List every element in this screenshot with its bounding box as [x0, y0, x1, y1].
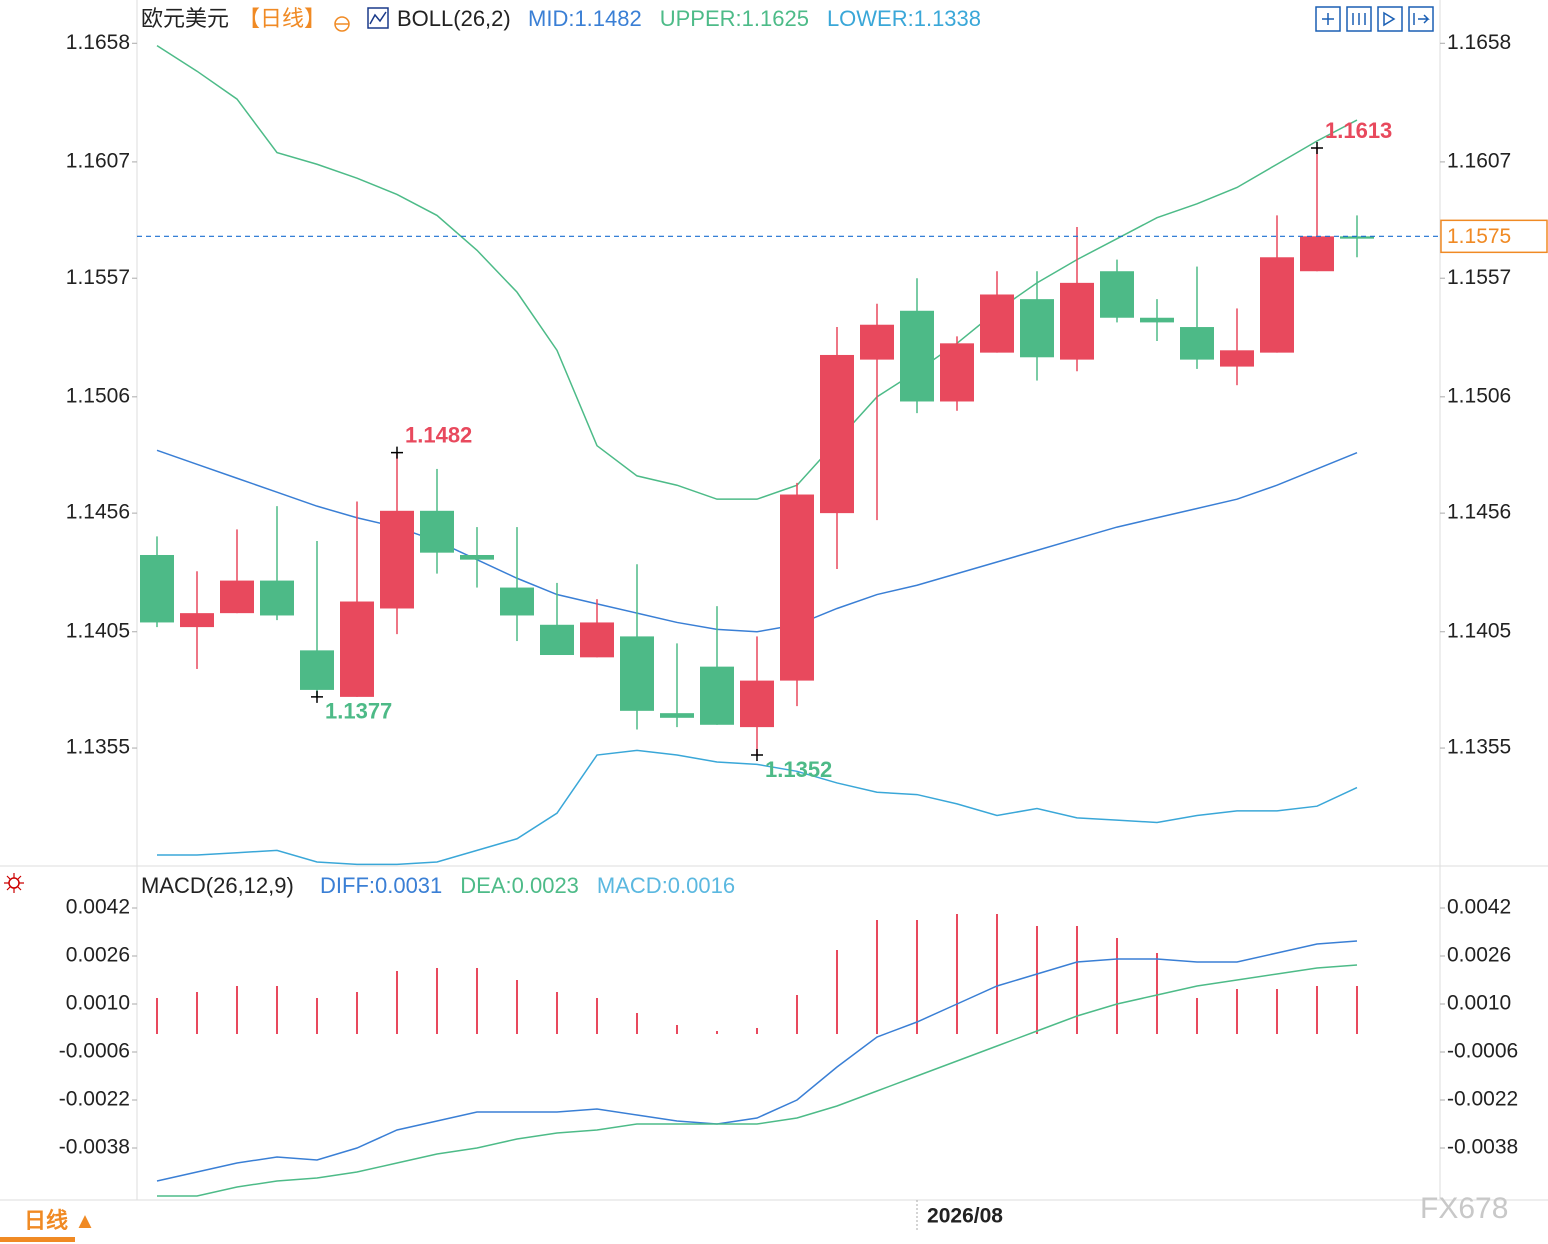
indicator: BOLL(26,2)	[397, 6, 511, 31]
candle-body	[500, 587, 534, 616]
y-tick-label: 1.1506	[66, 384, 130, 407]
candle-body	[300, 650, 334, 690]
candle-body	[420, 510, 454, 553]
y-tick-label: -0.0038	[59, 1136, 130, 1159]
candle-body	[700, 666, 734, 725]
y-tick-label: 1.1456	[66, 501, 130, 524]
candle-body	[940, 343, 974, 402]
candle-body	[460, 554, 494, 560]
y-tick-label: 1.1355	[66, 736, 130, 759]
extreme-marker	[1311, 141, 1323, 154]
y-tick-label-right: 0.0042	[1447, 896, 1511, 919]
candle-body	[1300, 236, 1334, 272]
boll-line	[156, 44, 1358, 500]
candle-body	[660, 713, 694, 718]
y-tick-label: 1.1658	[66, 31, 130, 54]
macd-line	[156, 940, 1358, 1182]
macd-indicator: MACD(26,12,9)	[141, 873, 294, 898]
y-tick-label: 1.1607	[66, 149, 130, 172]
y-tick-label-right: 0.0010	[1447, 992, 1511, 1015]
y-tick-label: 0.0026	[66, 944, 130, 967]
candle-body	[1100, 271, 1134, 318]
candle-body	[1340, 236, 1374, 239]
candle-body	[820, 354, 854, 514]
legend-entry: MID:1.1482	[528, 6, 642, 31]
candle-body	[140, 554, 174, 623]
legend-entry: LOWER:1.1338	[827, 6, 981, 31]
period: 【日线】	[238, 6, 326, 31]
boll-line	[157, 749, 1358, 866]
watermark: FX678	[1420, 1192, 1508, 1225]
candle-body	[860, 324, 894, 360]
y-tick-label-right: 1.1405	[1447, 619, 1511, 642]
y-tick-label: -0.0022	[59, 1088, 130, 1111]
last-price-label: 1.1575	[1447, 225, 1511, 248]
legend-entry: UPPER:1.1625	[660, 6, 809, 31]
x-tick-label: 2026/08	[927, 1205, 1003, 1228]
legend-entry: DIFF:0.0031	[320, 873, 442, 898]
y-tick-label-right: 1.1557	[1447, 266, 1511, 289]
candle-body	[220, 580, 254, 614]
tool-button[interactable]	[1315, 6, 1341, 32]
candle-body	[260, 580, 294, 616]
toolbar	[1315, 6, 1434, 32]
extreme-label: 1.1613	[1325, 118, 1392, 143]
candle-body	[380, 510, 414, 609]
candle-body	[620, 636, 654, 711]
y-tick-label-right: 1.1607	[1447, 149, 1511, 172]
tool-icons	[1322, 11, 1430, 27]
y-tick-label-right: 1.1355	[1447, 736, 1511, 759]
candle-body	[340, 601, 374, 697]
candle-body	[980, 294, 1014, 353]
period-underline	[0, 1237, 75, 1242]
macd-line	[157, 964, 1358, 1197]
candle-body	[1260, 257, 1294, 353]
legend-entry: DEA:0.0023	[460, 873, 579, 898]
candle-body	[900, 310, 934, 402]
y-tick-label-right: 1.1658	[1447, 31, 1511, 54]
extreme-label: 1.1377	[325, 699, 392, 724]
y-tick-label-right: 1.1456	[1447, 501, 1511, 524]
extreme-label: 1.1352	[765, 757, 832, 782]
macd-icon-rays	[4, 873, 24, 893]
y-tick-label: 0.0010	[66, 992, 130, 1015]
y-tick-label: 0.0042	[66, 896, 130, 919]
candle-body	[780, 494, 814, 681]
extreme-label: 1.1482	[405, 422, 472, 447]
y-tick-label-right: -0.0038	[1447, 1136, 1518, 1159]
candle-body	[540, 624, 574, 656]
candle-body	[1140, 317, 1174, 323]
y-tick-label: 1.1405	[66, 619, 130, 642]
candle-body	[1220, 350, 1254, 367]
period-button[interactable]: 日线 ▲	[24, 1208, 96, 1233]
candle-body	[740, 680, 774, 728]
extreme-marker	[751, 749, 763, 762]
tool-button[interactable]	[1346, 6, 1372, 32]
tool-button[interactable]	[1408, 6, 1434, 32]
legend-entry: MACD:0.0016	[597, 873, 735, 898]
extreme-marker	[311, 690, 323, 703]
y-tick-label: -0.0006	[59, 1040, 130, 1063]
boll-icon[interactable]	[367, 7, 389, 29]
candle-body	[1060, 282, 1094, 360]
symbol: 欧元美元	[141, 6, 229, 31]
extreme-marker	[391, 446, 403, 459]
y-tick-label-right: 0.0026	[1447, 944, 1511, 967]
boll-icon-line	[369, 11, 387, 25]
y-tick-label-right: -0.0022	[1447, 1088, 1518, 1111]
y-tick-label: 1.1557	[66, 266, 130, 289]
candle-body	[180, 613, 214, 628]
last-price-box	[1440, 219, 1548, 254]
candle-body	[1180, 327, 1214, 360]
candle-body	[1020, 299, 1054, 358]
tool-button[interactable]	[1377, 6, 1403, 32]
y-tick-label-right: -0.0006	[1447, 1040, 1518, 1063]
candle-body	[580, 622, 614, 658]
y-tick-label-right: 1.1506	[1447, 384, 1511, 407]
